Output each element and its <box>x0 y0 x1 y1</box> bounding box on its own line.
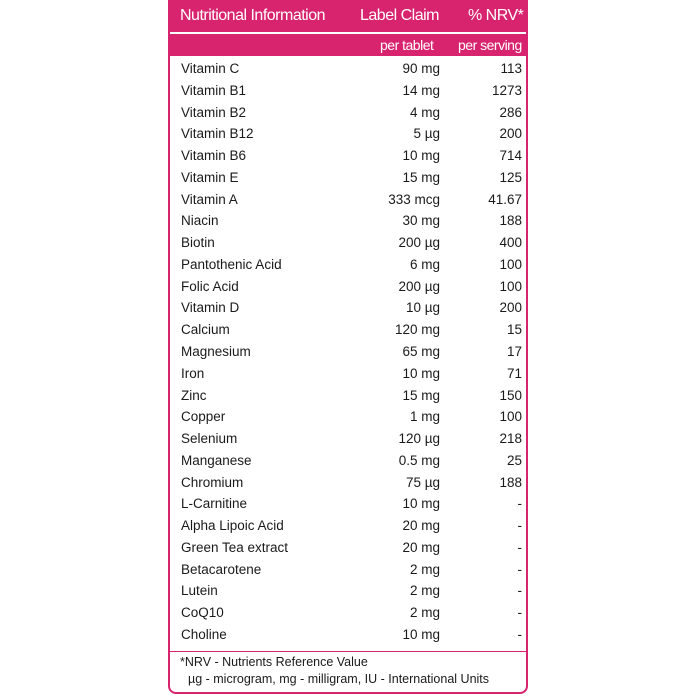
label-claim: 0.5 mg <box>398 452 440 468</box>
nrv-value: 1273 <box>491 82 522 98</box>
label-claim: 90 mg <box>402 61 440 76</box>
label-claim: 15 mg <box>402 169 440 185</box>
nutrient-name: Magnesium <box>181 344 251 359</box>
label-claim: 10 mg <box>402 148 440 164</box>
nutrient-name: Vitamin B6 <box>181 148 247 164</box>
subheader-bar: per tablet per serving <box>170 34 526 56</box>
nrv-value: 100 <box>499 278 522 294</box>
nrv-value: - <box>517 583 523 599</box>
nutrient-name: Vitamin B2 <box>181 104 247 120</box>
separator <box>170 651 526 652</box>
nutrient-name: Alpha Lipoic Acid <box>181 518 284 534</box>
nrv-value: - <box>517 627 523 643</box>
label-claim: 2 mg <box>409 583 440 599</box>
header-nrv: % NRV* <box>468 7 524 24</box>
nrv-value: - <box>517 539 523 555</box>
label-claim: 20 mg <box>402 518 440 534</box>
nrv-value: - <box>517 561 523 577</box>
nrv-value: 188 <box>499 474 522 490</box>
nutrient-name: L-Carnitine <box>181 496 248 512</box>
nutrient-name: Vitamin E <box>181 169 239 185</box>
nrv-value: 25 <box>506 452 522 468</box>
nrv-value: 150 <box>499 387 522 403</box>
label-claim: 333 mcg <box>388 191 440 207</box>
nutrient-name: Vitamin D <box>181 300 240 316</box>
subheader-nrv: per serving <box>458 37 522 53</box>
nrv-value: 113 <box>500 61 522 76</box>
label-claim: 30 mg <box>402 213 440 229</box>
label-claim: 120 mg <box>394 322 440 338</box>
nrv-value: 125 <box>499 169 522 185</box>
nrv-value: - <box>517 496 523 512</box>
nutrient-name: Vitamin C <box>181 61 240 76</box>
label-claim: 200 µg <box>398 235 440 251</box>
label-claim: 5 µg <box>413 126 440 142</box>
nutrient-name: Selenium <box>181 431 238 447</box>
label-claim: 10 mg <box>402 627 440 643</box>
label-claim: 4 mg <box>409 104 440 120</box>
nutrient-name: Chromium <box>181 474 244 490</box>
nrv-value: 71 <box>506 365 522 381</box>
nrv-value: 100 <box>499 256 522 272</box>
nutrient-name: Lutein <box>181 583 218 599</box>
nrv-value: 400 <box>499 235 522 251</box>
label-claim: 2 mg <box>409 605 440 621</box>
label-claim: 6 mg <box>409 256 440 272</box>
label-claim: 65 mg <box>402 344 440 359</box>
nutrient-name: Zinc <box>181 387 207 403</box>
label-claim: 75 µg <box>405 474 440 490</box>
nutrition-panel: Nutritional Information Label Claim % NR… <box>168 0 528 694</box>
subheader-label-claim: per tablet <box>380 37 434 53</box>
label-claim: 200 µg <box>398 278 440 294</box>
label-claim: 15 mg <box>402 387 440 403</box>
label-claim: 10 mg <box>402 496 440 512</box>
nrv-value: 218 <box>499 431 522 447</box>
nutrient-name: Pantothenic Acid <box>181 256 282 272</box>
nrv-value: 41.67 <box>488 191 522 207</box>
nrv-value: 17 <box>506 344 522 359</box>
nutrient-name: Calcium <box>181 322 230 338</box>
nrv-value: 200 <box>499 300 522 316</box>
nrv-value: 286 <box>499 104 522 120</box>
nutrient-name: Copper <box>181 409 226 425</box>
header-title: Nutritional Information <box>180 7 326 24</box>
nutrient-name: Manganese <box>181 452 252 468</box>
label-claim: 1 mg <box>409 409 440 425</box>
nrv-value: 100 <box>499 409 522 425</box>
label-claim: 120 µg <box>398 431 440 447</box>
nutrient-name: Vitamin B1 <box>181 82 247 98</box>
nutrient-name: CoQ10 <box>181 605 224 621</box>
nrv-value: - <box>517 605 523 621</box>
nutrient-name: Niacin <box>181 213 219 229</box>
footnote: µg - microgram, mg - milligram, IU - Int… <box>188 672 490 686</box>
nutrient-name: Iron <box>181 365 205 381</box>
label-claim: 14 mg <box>402 82 440 98</box>
label-claim: 10 µg <box>405 300 440 316</box>
nrv-value: 200 <box>499 126 522 142</box>
nutrient-name: Vitamin B12 <box>181 126 254 142</box>
nutrient-name: Betacarotene <box>181 561 262 577</box>
footnote: *NRV - Nutrients Reference Value <box>180 655 368 669</box>
nutrient-name: Choline <box>181 627 227 643</box>
nutrient-name: Vitamin A <box>181 191 238 207</box>
nutrient-name: Green Tea extract <box>181 539 289 555</box>
nutrient-name: Biotin <box>181 235 215 251</box>
nrv-value: 714 <box>499 148 522 164</box>
label-claim: 2 mg <box>409 561 440 577</box>
header-label-claim: Label Claim <box>360 7 439 24</box>
label-claim: 10 mg <box>402 365 440 381</box>
nrv-value: 15 <box>506 322 522 338</box>
nutrient-name: Folic Acid <box>181 278 239 294</box>
header-bar: Nutritional Information Label Claim % NR… <box>170 0 526 32</box>
label-claim: 20 mg <box>402 539 440 555</box>
nrv-value: 188 <box>499 213 522 229</box>
nrv-value: - <box>517 518 523 534</box>
